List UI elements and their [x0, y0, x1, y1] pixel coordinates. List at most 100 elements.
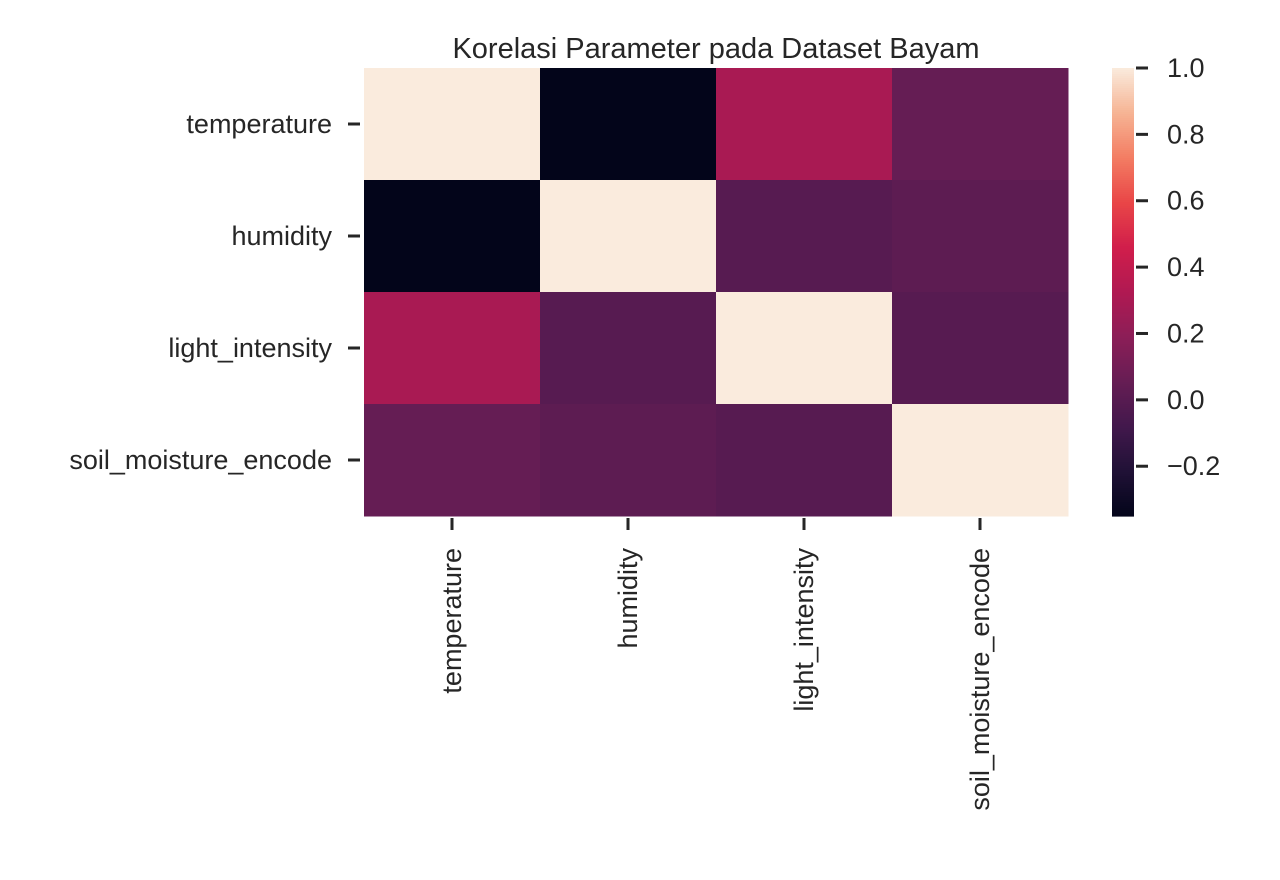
colorbar-segment	[1112, 324, 1134, 327]
colorbar-segment	[1112, 250, 1134, 253]
colorbar-tick-label: −0.2	[1167, 451, 1220, 481]
colorbar-segment	[1112, 494, 1134, 497]
colorbar-segment	[1112, 210, 1134, 213]
row-label: light_intensity	[168, 333, 332, 363]
colorbar-segment	[1112, 218, 1134, 221]
colorbar-segment	[1112, 142, 1134, 145]
colorbar-segment	[1112, 466, 1134, 469]
colorbar-segment	[1112, 112, 1134, 115]
colorbar-segment	[1112, 476, 1134, 479]
colorbar-segment	[1112, 388, 1134, 391]
colorbar-segment	[1112, 140, 1134, 143]
colorbar-segment	[1112, 68, 1134, 71]
colorbar-segment	[1112, 278, 1134, 281]
colorbar-segment	[1112, 402, 1134, 405]
colorbar-segment	[1112, 460, 1134, 463]
colorbar-segment	[1112, 464, 1134, 467]
colorbar-segment	[1112, 74, 1134, 77]
colorbar-segment	[1112, 472, 1134, 475]
colorbar-segment	[1112, 194, 1134, 197]
colorbar-segment	[1112, 72, 1134, 75]
colorbar-segment	[1112, 376, 1134, 379]
colorbar-segment	[1112, 380, 1134, 383]
colorbar-segment	[1112, 146, 1134, 149]
colorbar-segment	[1112, 498, 1134, 501]
colorbar-segment	[1112, 198, 1134, 201]
colorbar-segment	[1112, 186, 1134, 189]
heatmap-cell	[364, 180, 541, 293]
colorbar-segment	[1112, 222, 1134, 225]
heatmap-cell	[540, 68, 717, 181]
colorbar-segment	[1112, 192, 1134, 195]
colorbar-segment	[1112, 296, 1134, 299]
heatmap-cell	[716, 404, 893, 517]
column-label: soil_moisture_encode	[965, 548, 995, 811]
colorbar-segment	[1112, 366, 1134, 369]
colorbar-segment	[1112, 444, 1134, 447]
colorbar-segment	[1112, 100, 1134, 103]
colorbar-segment	[1112, 298, 1134, 301]
colorbar-segment	[1112, 280, 1134, 283]
colorbar-segment	[1112, 172, 1134, 175]
colorbar-segment	[1112, 156, 1134, 159]
colorbar-segment	[1112, 416, 1134, 419]
colorbar-segment	[1112, 234, 1134, 237]
colorbar-tick-label: 0.2	[1167, 318, 1205, 348]
colorbar-segment	[1112, 76, 1134, 79]
colorbar: 1.0 0.8 0.6 0.4 0.2 0.0 −0.2	[1112, 53, 1220, 517]
colorbar-segment	[1112, 92, 1134, 95]
colorbar-segment	[1112, 504, 1134, 507]
colorbar-segment	[1112, 174, 1134, 177]
colorbar-segment	[1112, 356, 1134, 359]
heatmap-cell	[892, 292, 1069, 405]
colorbar-segment	[1112, 458, 1134, 461]
colorbar-segment	[1112, 246, 1134, 249]
colorbar-segment	[1112, 110, 1134, 113]
colorbar-segment	[1112, 168, 1134, 171]
heatmap-cell	[892, 68, 1069, 181]
colorbar-segment	[1112, 418, 1134, 421]
colorbar-segment	[1112, 318, 1134, 321]
colorbar-segment	[1112, 426, 1134, 429]
colorbar-segment	[1112, 310, 1134, 313]
colorbar-segment	[1112, 144, 1134, 147]
colorbar-segment	[1112, 244, 1134, 247]
colorbar-segment	[1112, 134, 1134, 137]
colorbar-segment	[1112, 500, 1134, 503]
colorbar-segment	[1112, 326, 1134, 329]
colorbar-segment	[1112, 308, 1134, 311]
colorbar-segment	[1112, 396, 1134, 399]
heatmap-cell	[716, 180, 893, 293]
colorbar-segment	[1112, 448, 1134, 451]
colorbar-segment	[1112, 322, 1134, 325]
colorbar-segment	[1112, 386, 1134, 389]
colorbar-segment	[1112, 360, 1134, 363]
colorbar-segment	[1112, 492, 1134, 495]
colorbar-segment	[1112, 124, 1134, 127]
colorbar-segment	[1112, 462, 1134, 465]
colorbar-segment	[1112, 352, 1134, 355]
heatmap-cell	[364, 68, 541, 181]
colorbar-segment	[1112, 82, 1134, 85]
colorbar-segment	[1112, 496, 1134, 499]
colorbar-segment	[1112, 372, 1134, 375]
colorbar-segment	[1112, 240, 1134, 243]
colorbar-segment	[1112, 148, 1134, 151]
colorbar-segment	[1112, 212, 1134, 215]
colorbar-segment	[1112, 88, 1134, 91]
colorbar-segment	[1112, 228, 1134, 231]
colorbar-segment	[1112, 184, 1134, 187]
colorbar-segment	[1112, 354, 1134, 357]
colorbar-segment	[1112, 230, 1134, 233]
colorbar-segment	[1112, 404, 1134, 407]
colorbar-segment	[1112, 330, 1134, 333]
colorbar-segment	[1112, 482, 1134, 485]
colorbar-segment	[1112, 274, 1134, 277]
colorbar-segment	[1112, 452, 1134, 455]
heatmap-cell	[540, 292, 717, 405]
colorbar-segment	[1112, 236, 1134, 239]
colorbar-segment	[1112, 456, 1134, 459]
colorbar-segment	[1112, 252, 1134, 255]
column-label: light_intensity	[789, 548, 819, 712]
